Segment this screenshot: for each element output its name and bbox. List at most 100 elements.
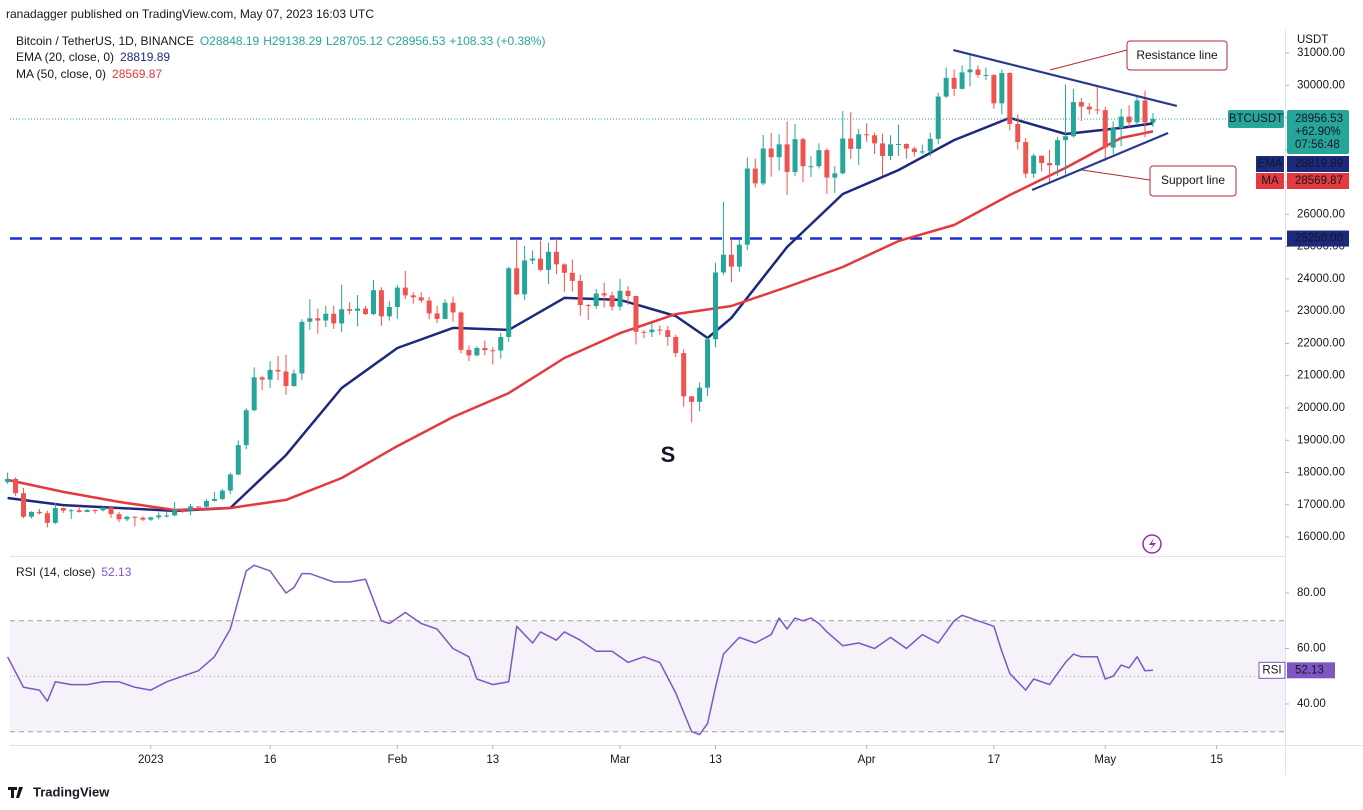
- legend-row: RSI (14, close) 52.13: [16, 565, 132, 579]
- ema-legend: EMA (20, close, 0): [16, 50, 114, 64]
- ma-legend: MA (50, close, 0): [16, 67, 106, 81]
- candle-body: [331, 313, 337, 324]
- candle-body: [28, 511, 34, 517]
- ema-legend-value: 28819.89: [120, 50, 170, 64]
- candle-body: [259, 377, 265, 380]
- candle-body: [363, 308, 369, 315]
- candle-body: [585, 305, 591, 307]
- candle-body: [561, 264, 567, 273]
- candle-body: [1110, 127, 1116, 148]
- candle-body: [1023, 142, 1029, 174]
- x-tick-label: Feb: [387, 754, 407, 766]
- candle-body: [1134, 100, 1140, 123]
- candle-body: [633, 296, 639, 332]
- x-tick-label: 13: [709, 754, 722, 766]
- callout-box: [1149, 165, 1237, 197]
- price-label-box: [1287, 109, 1349, 154]
- candle-body: [370, 290, 376, 315]
- candle-body: [108, 507, 114, 515]
- callout-text: Resistance line: [1136, 48, 1218, 62]
- candle-body: [593, 293, 599, 307]
- rsi-line: [6, 564, 1154, 736]
- y-tick-label: 19000.00: [1297, 434, 1345, 446]
- candle-body: [728, 254, 734, 267]
- candle-body: [720, 254, 726, 273]
- candle-body: [665, 330, 671, 337]
- price-label-value: 28956.53: [1295, 113, 1343, 125]
- callout-leader: [1081, 169, 1151, 181]
- candle-body: [522, 260, 528, 295]
- candle-body: [903, 144, 909, 149]
- candle-body: [490, 350, 496, 352]
- event-icon-bolt: [1149, 538, 1156, 550]
- ohlc-high: H29138.29: [263, 34, 322, 48]
- indicator-value-box: [1287, 156, 1349, 172]
- candle-body: [1070, 102, 1076, 137]
- candle-body: [227, 474, 233, 491]
- candle-body: [203, 500, 209, 507]
- candle-body: [545, 251, 551, 270]
- candle-body: [482, 347, 488, 351]
- candle-body: [1031, 155, 1037, 174]
- candle-body: [1118, 116, 1124, 128]
- candle-body: [601, 293, 607, 296]
- candle-body: [967, 69, 973, 73]
- candle-body: [864, 134, 870, 136]
- candle-body: [450, 302, 456, 313]
- rsi-tag-box: [1258, 661, 1286, 679]
- price-label-change: +62.90%: [1295, 126, 1341, 138]
- y-tick-label: 80.00: [1297, 587, 1326, 599]
- y-tick-label: 18000.00: [1297, 467, 1345, 479]
- candle-body: [52, 508, 58, 523]
- candle-body: [1047, 163, 1053, 166]
- candle-body: [880, 143, 886, 156]
- y-tick-label: 20000.00: [1297, 402, 1345, 414]
- candle-body: [736, 244, 742, 267]
- candle-body: [267, 369, 273, 380]
- candle-body: [355, 308, 361, 311]
- candle-body: [13, 478, 19, 494]
- x-tick-label: 15: [1210, 754, 1223, 766]
- rsi-tag: RSI: [1262, 664, 1281, 676]
- candle-body: [140, 517, 146, 520]
- candle-body: [307, 318, 313, 322]
- candle-body: [506, 268, 512, 337]
- rsi-value-box: [1287, 662, 1335, 679]
- candle-body: [848, 138, 854, 149]
- y-tick-label: 30000.00: [1297, 79, 1345, 91]
- logo: [8, 787, 23, 798]
- candle-body: [1086, 106, 1092, 110]
- candle-body: [776, 144, 782, 158]
- candle-body: [816, 150, 822, 167]
- symbol-title: Bitcoin / TetherUS, 1D, BINANCE: [16, 34, 194, 48]
- candle-body: [291, 373, 297, 387]
- candle-body: [744, 168, 750, 245]
- candle-body: [856, 134, 862, 149]
- candle-body: [514, 268, 520, 295]
- candle-body: [386, 306, 392, 317]
- candle-body: [617, 290, 623, 307]
- x-tick-label: Apr: [858, 754, 876, 766]
- candle-body: [172, 509, 178, 516]
- candle-body: [935, 96, 941, 139]
- level-label-box: [1287, 230, 1349, 247]
- candle-body: [68, 510, 74, 512]
- candle-body: [784, 144, 790, 173]
- ma-legend-value: 28569.87: [112, 67, 162, 81]
- rsi-legend-value: 52.13: [101, 565, 131, 579]
- indicator-tag-box: [1256, 173, 1284, 189]
- candle-body: [538, 258, 544, 270]
- candle-body: [21, 493, 27, 517]
- candle-body: [951, 77, 957, 89]
- y-axis-title: USDT: [1297, 34, 1328, 46]
- candle-body: [824, 150, 830, 178]
- indicator-line: [7, 130, 1154, 512]
- candle-body: [275, 369, 281, 372]
- y-tick-label: 26000.00: [1297, 208, 1345, 220]
- candle-body: [649, 329, 655, 333]
- candle-body: [132, 516, 138, 518]
- candle-body: [188, 506, 194, 511]
- legend-row: Bitcoin / TetherUS, 1D, BINANCE O28848.19…: [16, 34, 545, 48]
- price-label-box: [1228, 109, 1284, 128]
- indicator-value-box: [1287, 173, 1349, 189]
